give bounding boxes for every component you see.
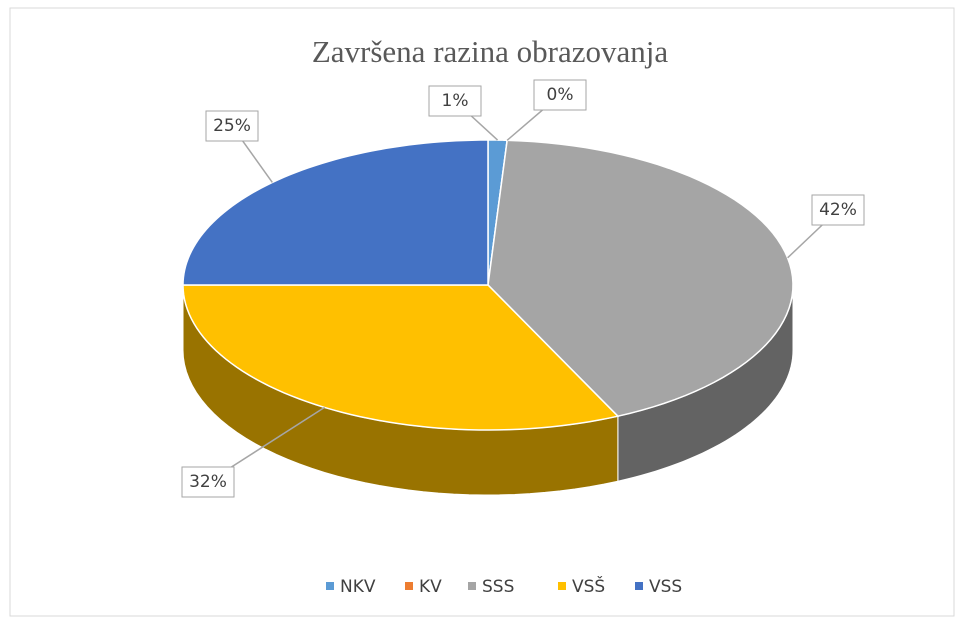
data-label-box (428, 85, 482, 117)
chart-title: Završena razina obrazovanja (312, 34, 669, 69)
data-label: 0% (547, 85, 574, 105)
data-label-box (533, 79, 587, 111)
legend-label: VSŠ (572, 575, 605, 597)
legend-label: NKV (340, 577, 376, 597)
slice (182, 139, 489, 286)
data-label: 42% (819, 200, 857, 220)
data-label-box (205, 110, 259, 142)
legend-label: KV (419, 577, 442, 597)
legend-label: VSS (649, 577, 682, 597)
legend-marker (635, 582, 643, 590)
data-label: 32% (189, 472, 227, 492)
data-label-box (811, 194, 865, 226)
legend-marker (558, 582, 566, 590)
data-label-box (181, 466, 235, 498)
legend-marker (405, 582, 413, 590)
data-label: 25% (213, 116, 251, 136)
data-label: 1% (442, 91, 469, 111)
legend-marker (468, 582, 476, 590)
legend-marker (326, 582, 334, 590)
legend-label: SSS (482, 577, 514, 597)
